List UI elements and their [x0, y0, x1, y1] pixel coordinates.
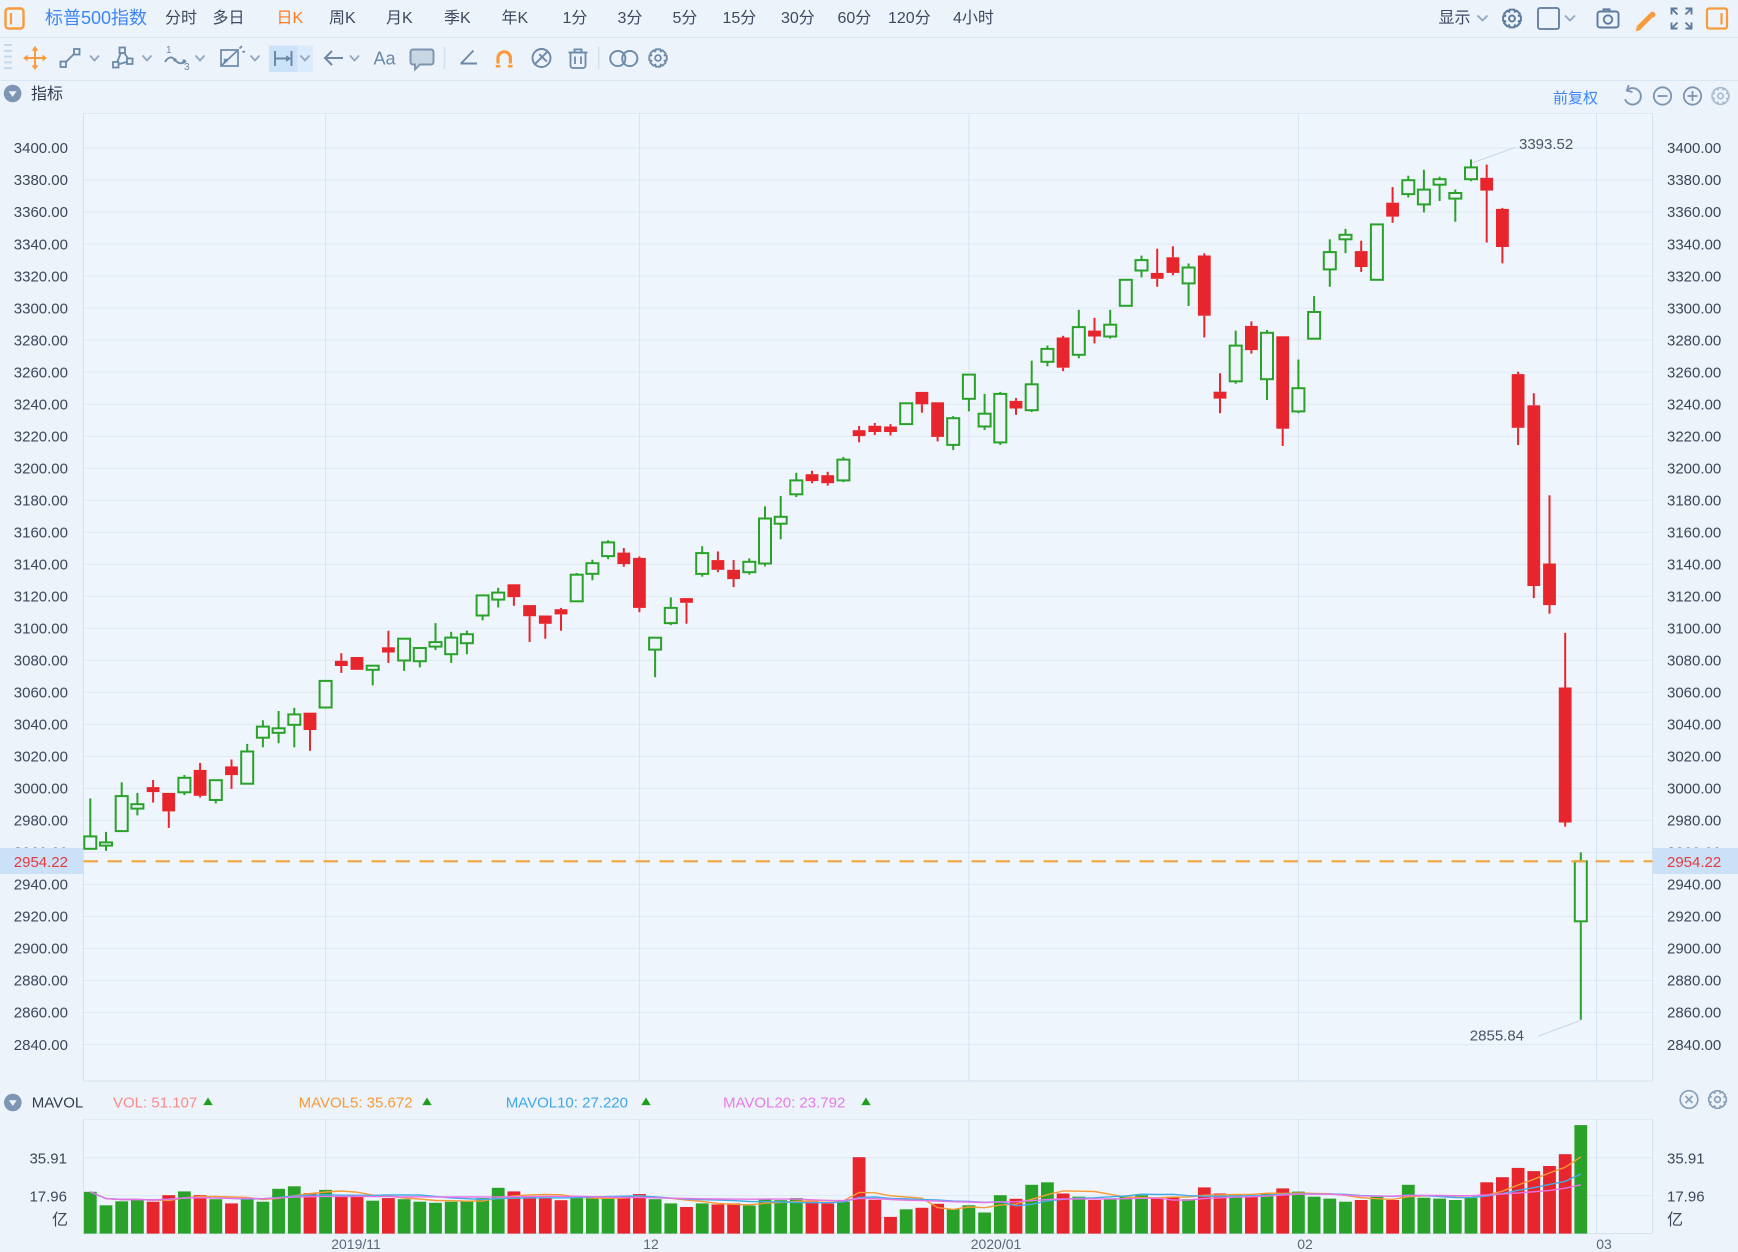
svg-text:3280.00: 3280.00: [14, 332, 68, 349]
svg-text:3200.00: 3200.00: [1667, 460, 1721, 477]
svg-text:指标: 指标: [31, 85, 63, 103]
svg-text:3000.00: 3000.00: [1667, 781, 1721, 798]
svg-text:3020.00: 3020.00: [1667, 749, 1721, 766]
svg-text:3140.00: 3140.00: [1667, 557, 1721, 574]
svg-text:2860.00: 2860.00: [1667, 1005, 1721, 1022]
svg-text:MAVOL: MAVOL: [32, 1095, 83, 1112]
svg-text:3: 3: [184, 62, 190, 73]
svg-text:3380.00: 3380.00: [14, 172, 68, 189]
svg-text:3080.00: 3080.00: [14, 653, 68, 670]
svg-text:3160.00: 3160.00: [14, 524, 68, 541]
svg-text:17.96: 17.96: [1667, 1189, 1705, 1206]
svg-text:1: 1: [166, 45, 172, 56]
svg-text:17.96: 17.96: [29, 1189, 67, 1206]
svg-text:Aa: Aa: [374, 49, 397, 69]
svg-text:3260.00: 3260.00: [14, 364, 68, 381]
svg-text:2954.22: 2954.22: [1667, 854, 1721, 871]
svg-text:3160.00: 3160.00: [1667, 524, 1721, 541]
svg-text:3380.00: 3380.00: [1667, 172, 1721, 189]
svg-text:3220.00: 3220.00: [14, 428, 68, 445]
svg-text:3120.00: 3120.00: [14, 589, 68, 606]
svg-text:2880.00: 2880.00: [1667, 973, 1721, 990]
svg-text:亿: 亿: [1667, 1211, 1683, 1229]
svg-text:3120.00: 3120.00: [1667, 589, 1721, 606]
svg-text:3400.00: 3400.00: [1667, 140, 1721, 157]
svg-text:2980.00: 2980.00: [14, 813, 68, 830]
svg-text:3020.00: 3020.00: [14, 749, 68, 766]
svg-text:2954.22: 2954.22: [14, 854, 68, 871]
svg-text:2940.00: 2940.00: [14, 877, 68, 894]
svg-text:VOL: 51.107: VOL: 51.107: [113, 1095, 197, 1112]
svg-text:2855.84: 2855.84: [1470, 1027, 1524, 1044]
svg-text:3300.00: 3300.00: [14, 300, 68, 317]
svg-text:3320.00: 3320.00: [14, 268, 68, 285]
svg-text:3140.00: 3140.00: [14, 557, 68, 574]
svg-text:3360.00: 3360.00: [14, 204, 68, 221]
svg-text:2920.00: 2920.00: [1667, 909, 1721, 926]
svg-text:亿: 亿: [52, 1211, 68, 1229]
svg-text:3060.00: 3060.00: [1667, 685, 1721, 702]
svg-text:3400.00: 3400.00: [14, 140, 68, 157]
svg-text:3260.00: 3260.00: [1667, 364, 1721, 381]
svg-text:3320.00: 3320.00: [1667, 268, 1721, 285]
svg-text:2940.00: 2940.00: [1667, 877, 1721, 894]
svg-text:3393.52: 3393.52: [1519, 136, 1573, 153]
svg-text:2880.00: 2880.00: [14, 973, 68, 990]
svg-text:2840.00: 2840.00: [1667, 1037, 1721, 1054]
svg-text:MAVOL20: 23.792: MAVOL20: 23.792: [723, 1095, 845, 1112]
svg-text:MAVOL10: 27.220: MAVOL10: 27.220: [506, 1095, 628, 1112]
svg-text:3100.00: 3100.00: [1667, 621, 1721, 638]
svg-text:3060.00: 3060.00: [14, 685, 68, 702]
svg-text:3340.00: 3340.00: [14, 236, 68, 253]
svg-text:2900.00: 2900.00: [14, 941, 68, 958]
svg-text:2860.00: 2860.00: [14, 1005, 68, 1022]
svg-text:3300.00: 3300.00: [1667, 300, 1721, 317]
svg-text:2900.00: 2900.00: [1667, 941, 1721, 958]
svg-text:3240.00: 3240.00: [1667, 396, 1721, 413]
svg-text:3180.00: 3180.00: [14, 492, 68, 509]
svg-text:3220.00: 3220.00: [1667, 428, 1721, 445]
svg-text:前复权: 前复权: [1553, 89, 1598, 107]
svg-text:3200.00: 3200.00: [14, 460, 68, 477]
svg-text:2920.00: 2920.00: [14, 909, 68, 926]
svg-text:2980.00: 2980.00: [1667, 813, 1721, 830]
svg-text:3100.00: 3100.00: [14, 621, 68, 638]
svg-text:35.91: 35.91: [1667, 1151, 1705, 1168]
svg-text:3240.00: 3240.00: [14, 396, 68, 413]
svg-text:MAVOL5: 35.672: MAVOL5: 35.672: [299, 1095, 413, 1112]
svg-text:3180.00: 3180.00: [1667, 492, 1721, 509]
svg-text:3080.00: 3080.00: [1667, 653, 1721, 670]
svg-text:3280.00: 3280.00: [1667, 332, 1721, 349]
svg-text:3340.00: 3340.00: [1667, 236, 1721, 253]
svg-text:3360.00: 3360.00: [1667, 204, 1721, 221]
svg-text:3000.00: 3000.00: [14, 781, 68, 798]
svg-text:35.91: 35.91: [29, 1151, 67, 1168]
svg-text:2840.00: 2840.00: [14, 1037, 68, 1054]
svg-text:3040.00: 3040.00: [14, 717, 68, 734]
svg-text:3040.00: 3040.00: [1667, 717, 1721, 734]
